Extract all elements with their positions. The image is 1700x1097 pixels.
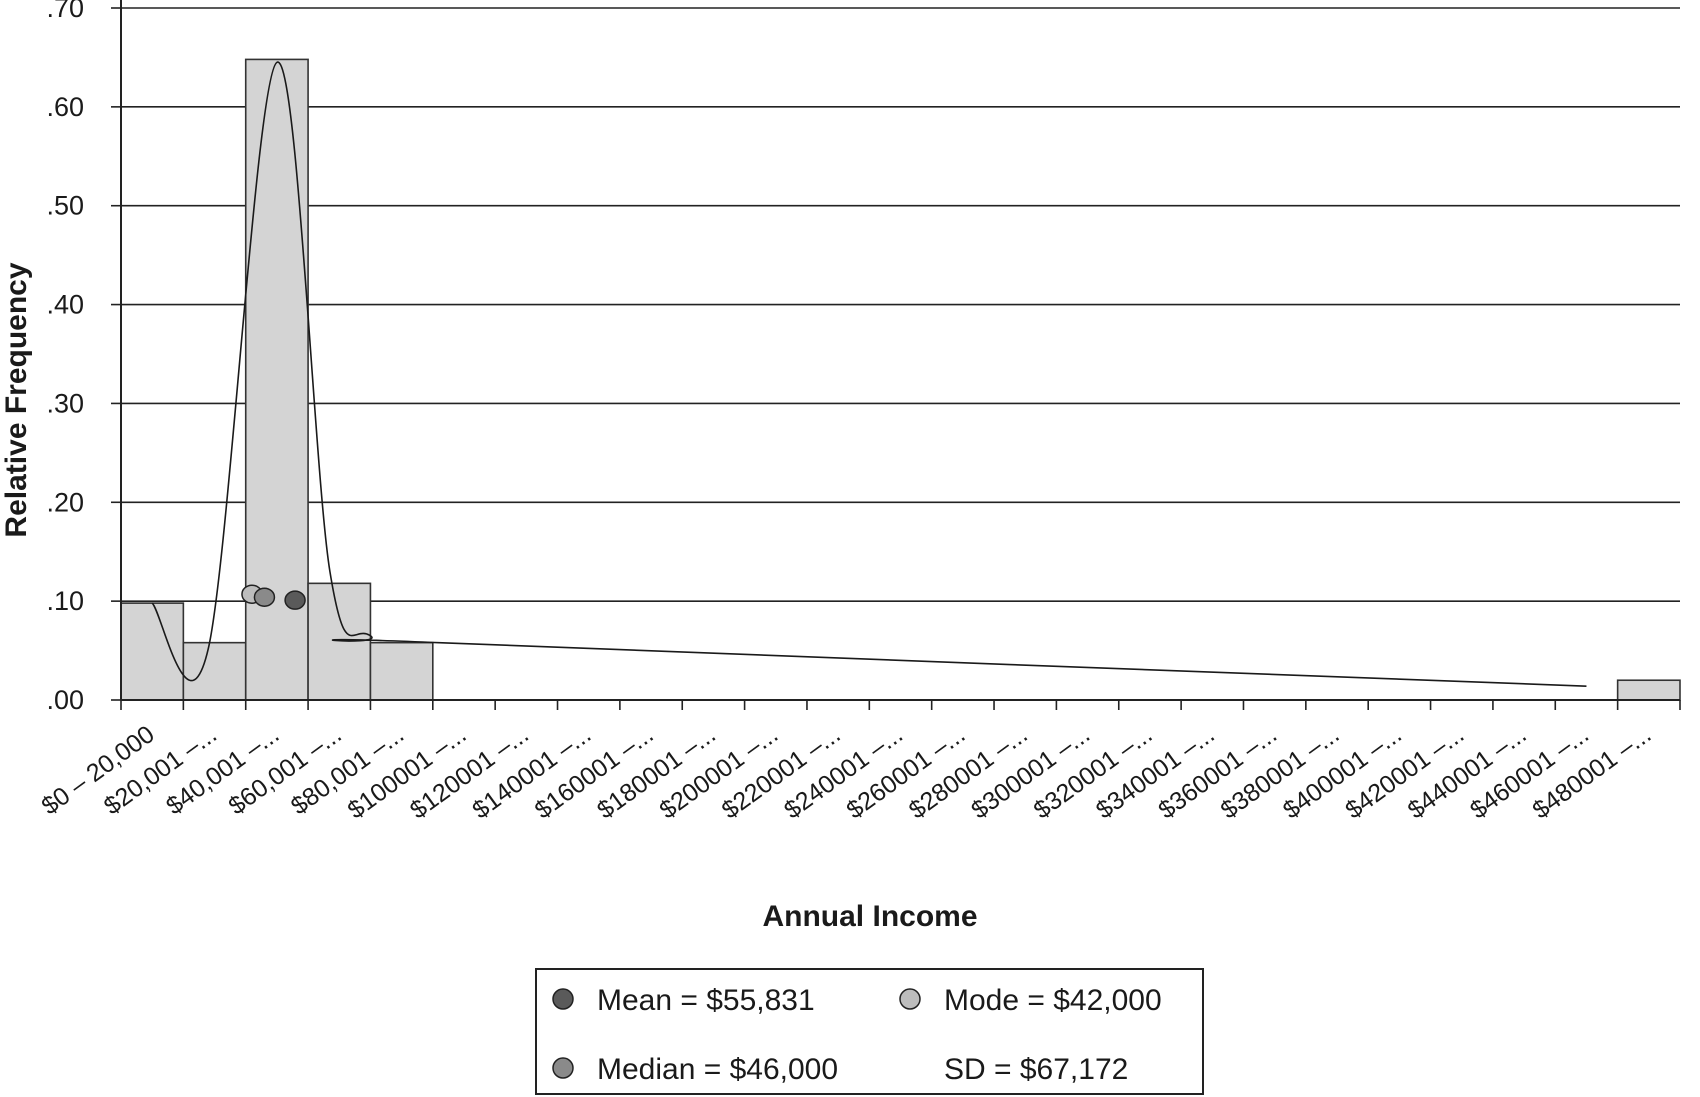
bar (120, 602, 185, 701)
median-marker (253, 587, 276, 607)
legend-box (535, 968, 1204, 1095)
legend-label: Median = $46,000 (597, 1053, 838, 1086)
y-tick-label: .20 (46, 487, 84, 517)
bar (307, 582, 372, 701)
density-curve-line (151, 61, 1587, 687)
legend-label: Mean = $55,831 (597, 984, 815, 1017)
y-tick-label: .40 (46, 290, 84, 320)
gridlines (121, 7, 1680, 602)
density-curve (151, 61, 1587, 687)
y-tick-label: .10 (46, 586, 84, 616)
y-tick-label: .60 (46, 92, 84, 122)
legend-marker (552, 988, 574, 1010)
mean-marker (284, 590, 306, 610)
bar (369, 641, 434, 701)
x-tick-labels: $0 – 20,000$20,001 –...$40,001 –...$60,0… (36, 720, 1656, 824)
statistic-markers (241, 584, 306, 610)
legend-label: Mode = $42,000 (944, 984, 1162, 1017)
y-tick-label: .50 (46, 191, 84, 221)
y-axis-title: Relative Frequency (0, 262, 33, 537)
x-axis-title: Annual Income (762, 900, 977, 933)
legend: Mean = $55,831 Mode = $42,000 Median = $46… (535, 968, 1204, 1095)
y-tick-label: .30 (46, 388, 84, 418)
legend-marker (552, 1057, 574, 1079)
bar (182, 641, 247, 701)
legend-label: SD = $67,172 (944, 1053, 1128, 1086)
bar (1616, 679, 1681, 701)
y-tick-labels: .00 .10 .20 .30 .40 .50 .60 .70 (46, 0, 84, 715)
bars (120, 58, 1681, 701)
y-tick-label: .00 (46, 685, 84, 715)
axes (111, 0, 1681, 710)
legend-marker (899, 988, 921, 1010)
y-tick-label: .70 (46, 0, 84, 23)
